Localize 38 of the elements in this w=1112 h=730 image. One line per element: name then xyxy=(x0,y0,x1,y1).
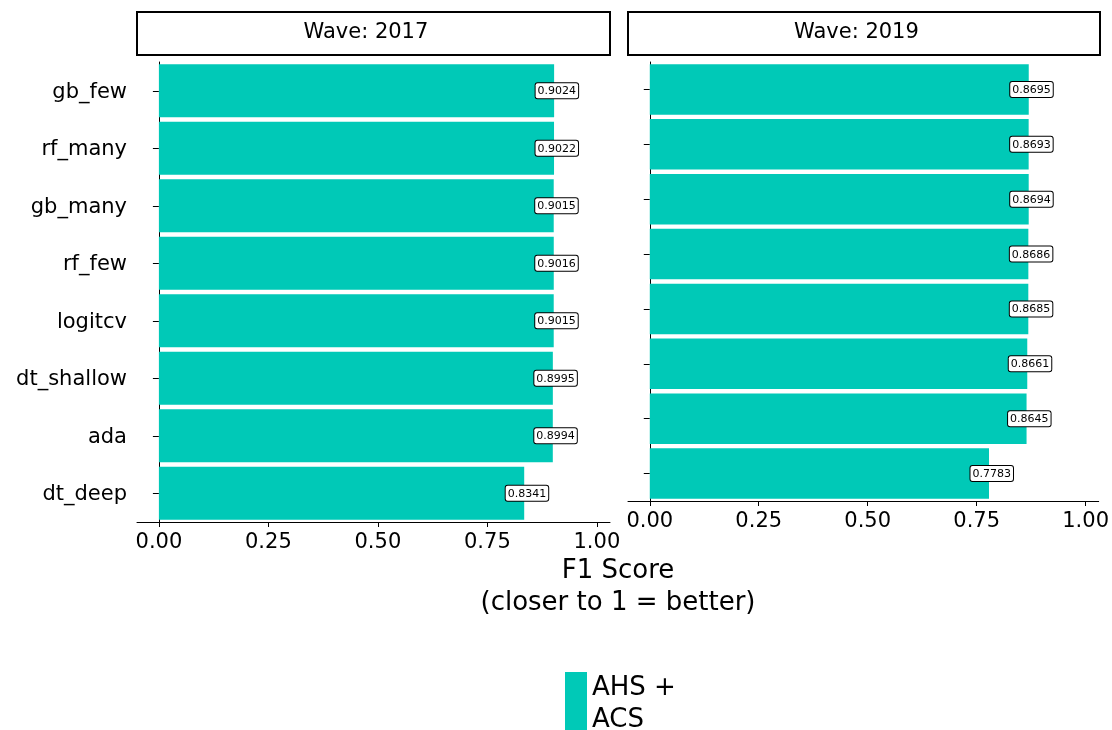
y-tick-label: gb_few xyxy=(52,78,127,104)
chart-title: Wave: 2019 xyxy=(794,18,919,43)
x-tick-label: 1.00 xyxy=(1062,507,1109,532)
data-label: 0.9015 xyxy=(537,314,576,328)
data-label: 0.8686 xyxy=(1011,247,1051,261)
y-tick-label: ada xyxy=(87,423,127,448)
x-tick-label: 0.25 xyxy=(245,528,292,553)
x-tick-label: 0.50 xyxy=(844,507,892,532)
data-label: 0.8685 xyxy=(1011,302,1051,316)
y-tick-label: dt_deep xyxy=(42,481,127,507)
data-label: 0.9015 xyxy=(537,199,576,213)
y-tick-label: rf_many xyxy=(41,136,127,162)
data-label: 0.8695 xyxy=(1012,82,1051,96)
y-tick-label: dt_shallow xyxy=(16,366,127,392)
data-label: 0.9024 xyxy=(537,84,577,98)
legend-label: AHS + ACS xyxy=(592,671,685,730)
x-tick-label: 0.25 xyxy=(735,507,783,532)
data-label: 0.8645 xyxy=(1010,412,1049,426)
chart-title: Wave: 2017 xyxy=(303,18,429,43)
x-tick-label: 1.00 xyxy=(573,528,621,553)
data-label: 0.8995 xyxy=(536,371,575,385)
y-tick-label: rf_few xyxy=(62,251,127,277)
x-tick-label: 0.00 xyxy=(626,507,674,532)
data-label: 0.8994 xyxy=(536,429,575,443)
data-label: 0.9022 xyxy=(537,141,577,155)
data-label: 0.7783 xyxy=(972,467,1011,481)
x-tick-label: 0.50 xyxy=(354,528,402,553)
x-tick-label: 0.75 xyxy=(463,528,511,553)
y-tick-label: gb_many xyxy=(30,193,127,219)
x-tick-label: 0.00 xyxy=(135,528,183,553)
data-label: 0.9016 xyxy=(537,256,576,270)
x-tick-label: 0.75 xyxy=(953,507,1001,532)
data-label: 0.8693 xyxy=(1012,137,1051,151)
x-axis-title: F1 Score (closer to 1 = better) xyxy=(480,554,756,616)
data-label: 0.8661 xyxy=(1010,357,1050,371)
data-label: 0.8341 xyxy=(507,486,547,500)
data-label: 0.8694 xyxy=(1012,192,1051,206)
y-tick-label: logitcv xyxy=(56,308,127,333)
